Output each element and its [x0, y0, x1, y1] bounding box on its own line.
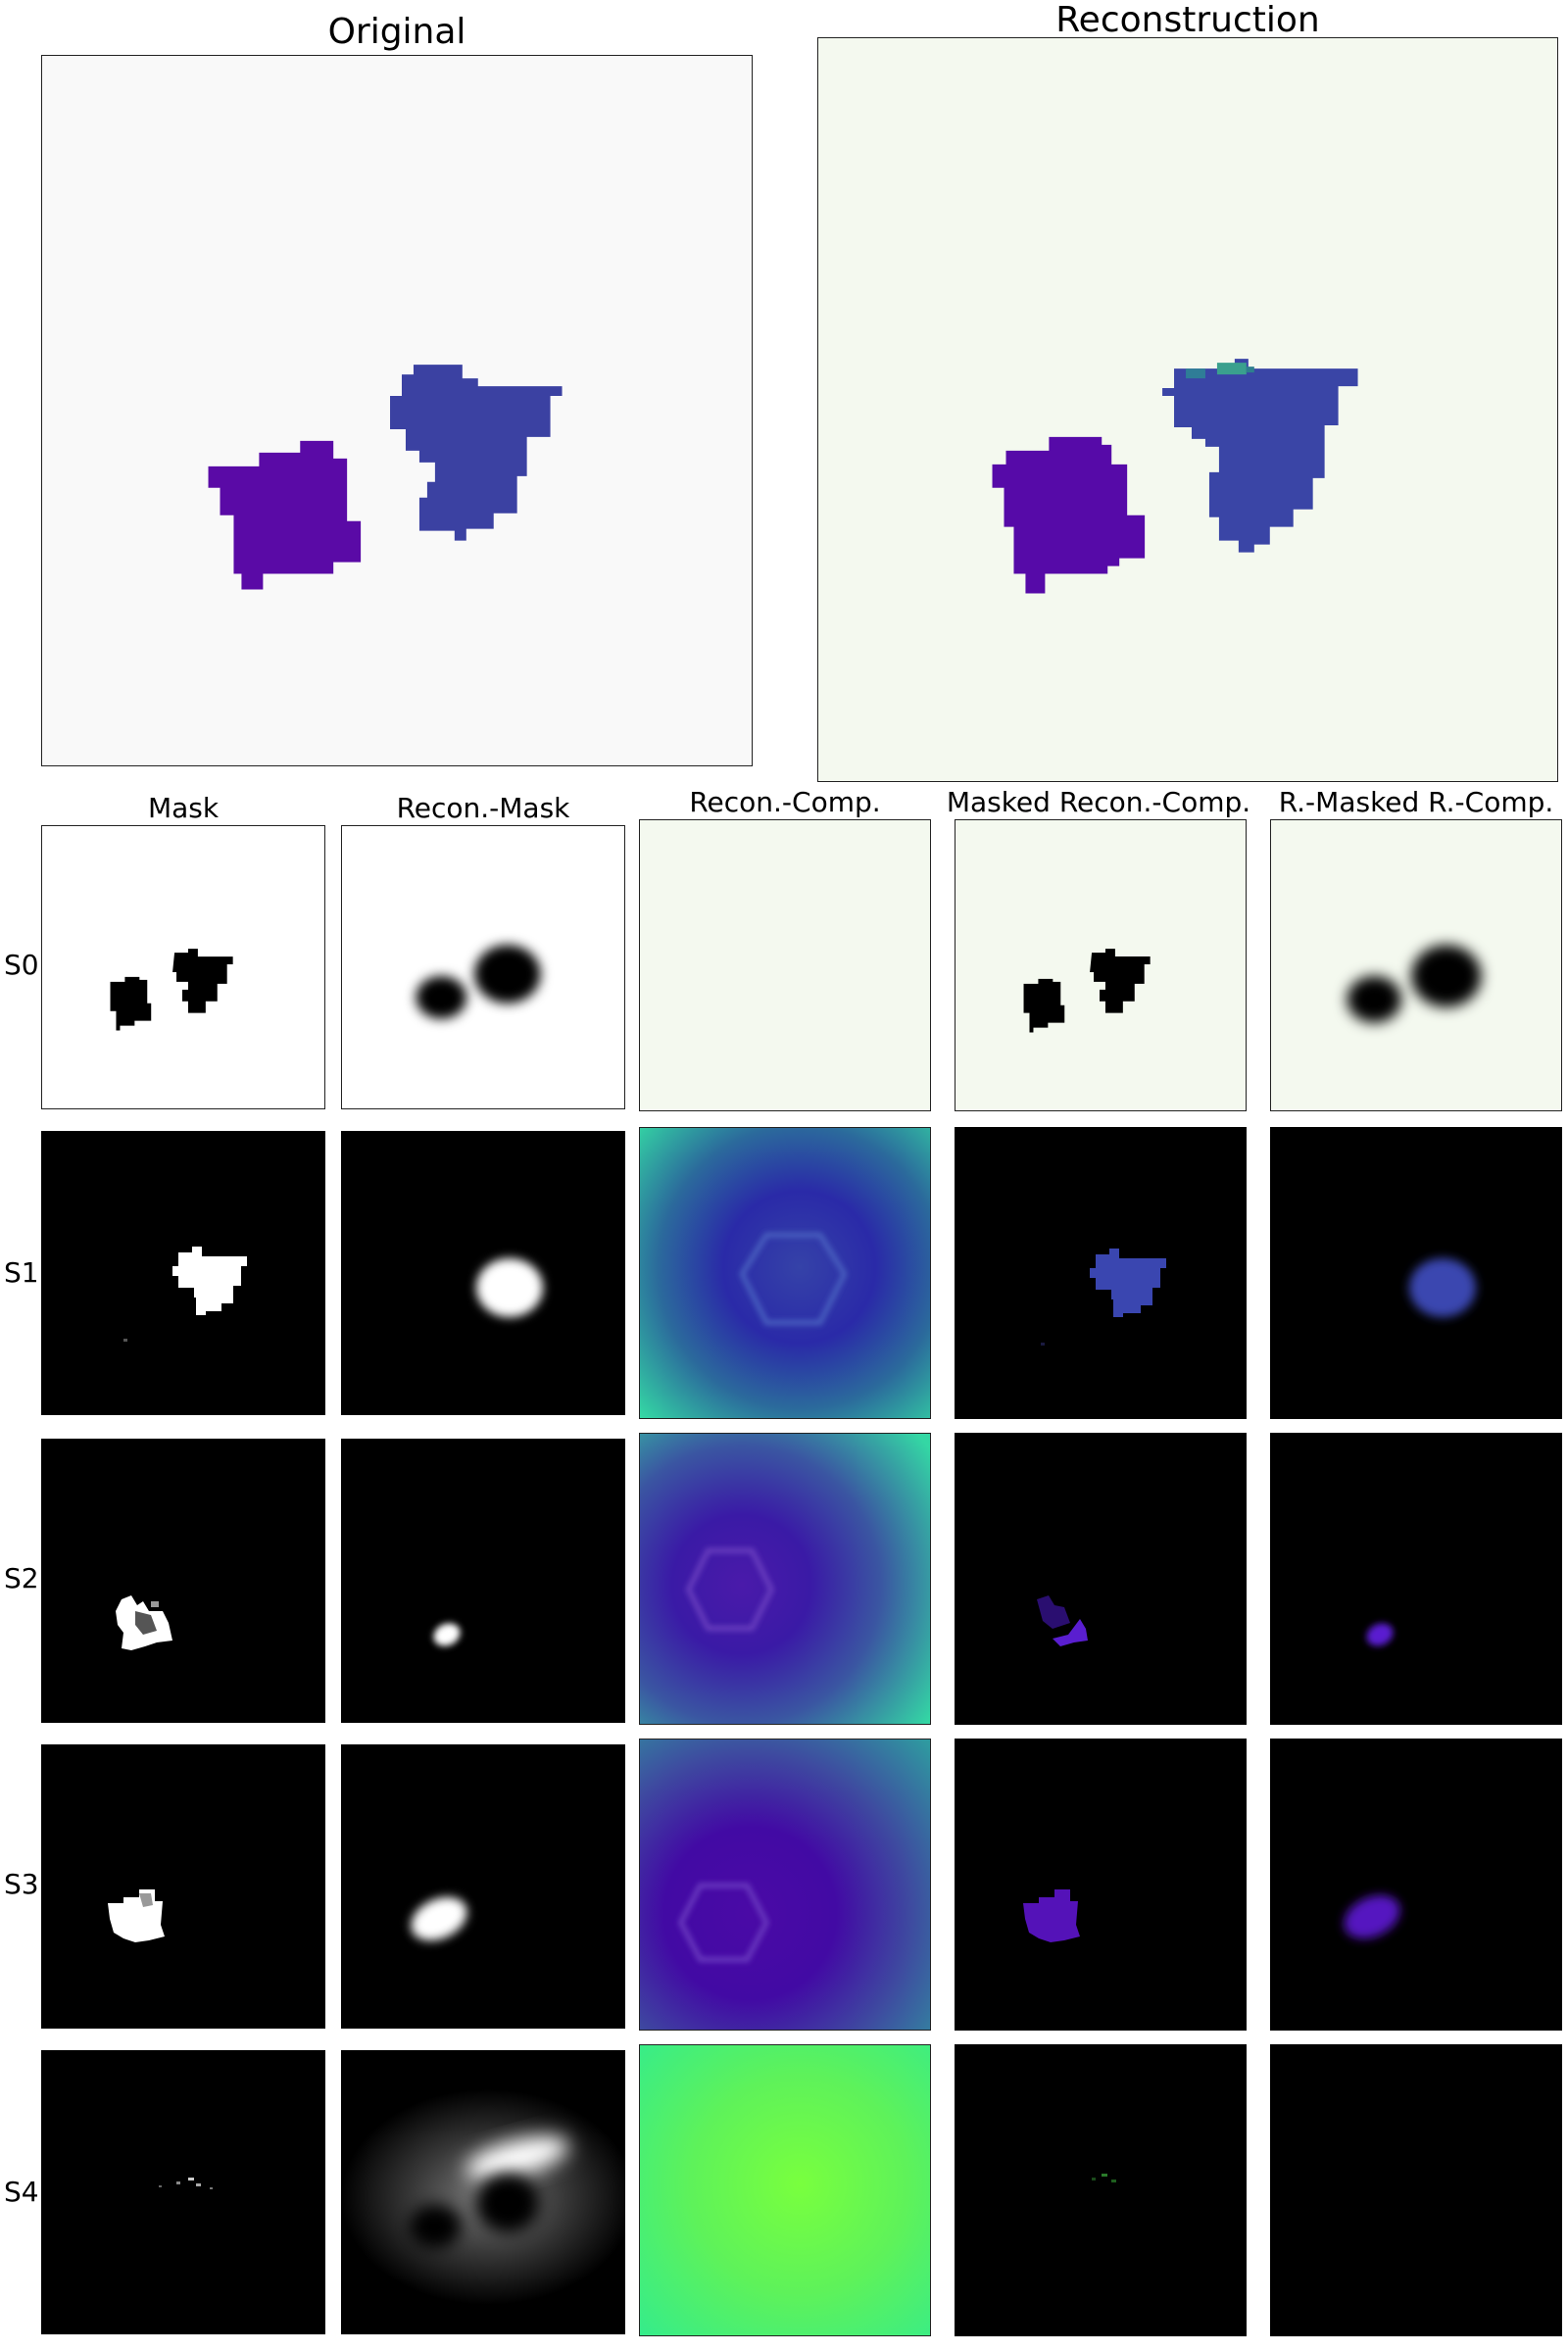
s0-r-masked-r-comp	[1270, 819, 1562, 1111]
row-label-s3: S3	[4, 1868, 39, 1900]
s4-recon-mask	[341, 2050, 625, 2334]
s1-recon-comp	[639, 1127, 931, 1419]
s4-mask	[41, 2050, 325, 2334]
s4-recon-comp	[639, 2044, 931, 2336]
reconstruction-artifact	[1246, 367, 1254, 373]
row-label-s4: S4	[4, 2176, 39, 2208]
column-header-recon-mask: Recon.-Mask	[396, 792, 570, 824]
s4-masked-recon-comp	[955, 2044, 1247, 2336]
s0-recon-comp	[639, 819, 931, 1111]
s1-recon-mask	[341, 1131, 625, 1415]
s0-mask	[41, 825, 325, 1109]
original-image-panel	[41, 55, 753, 766]
original-object-left	[208, 440, 362, 590]
column-header-r-masked-r-comp: R.-Masked R.-Comp.	[1278, 786, 1554, 818]
original-image	[208, 365, 563, 590]
s3-masked-recon-comp	[955, 1739, 1247, 2031]
s1-masked-recon-comp	[955, 1127, 1247, 1419]
s1-r-masked-r-comp	[1270, 1127, 1562, 1419]
reconstruction-image-panel	[817, 37, 1558, 782]
original-object-right	[390, 365, 563, 541]
reconstruction-object-left	[992, 436, 1146, 594]
row-label-s0: S0	[4, 949, 39, 981]
s2-recon-comp	[639, 1433, 931, 1725]
column-header-masked-recon-comp: Masked Recon.-Comp.	[946, 786, 1251, 818]
reconstruction-artifact	[1186, 368, 1205, 379]
reconstruction-object-right	[1162, 359, 1358, 553]
s4-r-masked-r-comp	[1270, 2044, 1562, 2336]
column-header-mask: Mask	[147, 792, 220, 824]
s2-recon-mask	[341, 1439, 625, 1723]
row-label-s1: S1	[4, 1256, 39, 1289]
s2-mask	[41, 1439, 325, 1723]
reconstruction-image	[992, 359, 1358, 594]
row-label-s2: S2	[4, 1562, 39, 1594]
s0-masked-recon-comp	[955, 819, 1247, 1111]
column-header-recon-comp: Recon.-Comp.	[689, 786, 881, 818]
s3-recon-comp	[639, 1739, 931, 2031]
s2-r-masked-r-comp	[1270, 1433, 1562, 1725]
s3-mask	[41, 1744, 325, 2029]
original-title: Original	[327, 12, 466, 52]
s2-masked-recon-comp	[955, 1433, 1247, 1725]
reconstruction-title: Reconstruction	[1055, 0, 1320, 40]
s3-r-masked-r-comp	[1270, 1739, 1562, 2031]
s0-recon-mask	[341, 825, 625, 1109]
s1-mask	[41, 1131, 325, 1415]
reconstruction-artifact	[1216, 363, 1247, 375]
s3-recon-mask	[341, 1744, 625, 2029]
